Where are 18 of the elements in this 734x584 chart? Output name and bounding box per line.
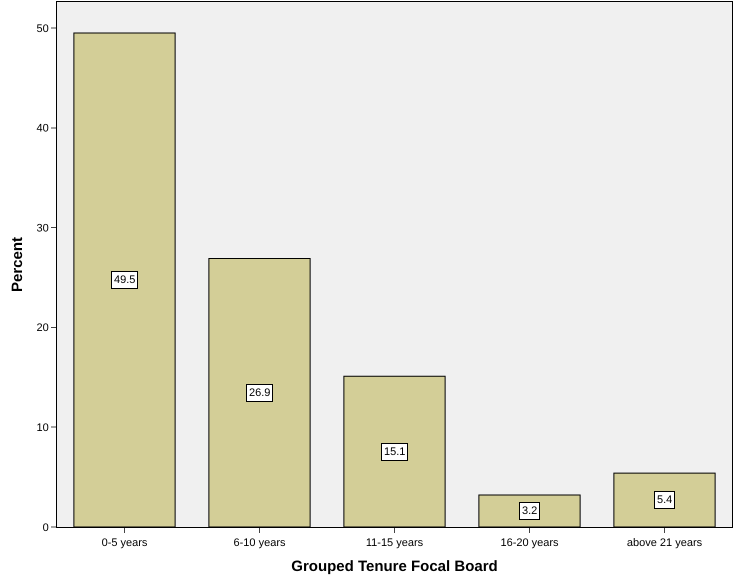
x-tick-label: 6-10 years: [234, 537, 286, 550]
y-tick-label: 30: [36, 222, 49, 234]
data-label: 26.9: [249, 387, 270, 399]
x-tick-label: 16-20 years: [500, 537, 560, 550]
y-tick-label: 40: [36, 122, 49, 135]
x-axis-title: Grouped Tenure Focal Board: [291, 558, 498, 576]
x-tick-label: 0-5 years: [102, 537, 148, 550]
data-label: 49.5: [114, 274, 136, 286]
y-axis-title: Percent: [8, 236, 26, 292]
y-tick-label: 50: [36, 22, 49, 35]
data-label: 15.1: [384, 446, 406, 458]
y-tick-label: 20: [36, 322, 49, 334]
data-label: 3.2: [522, 505, 538, 517]
x-tick-label: above 21 years: [626, 537, 703, 550]
y-tick-label: 10: [36, 422, 49, 434]
y-tick-label: 0: [42, 522, 49, 534]
x-tick-label: 11-15 years: [366, 537, 424, 550]
data-label: 5.4: [657, 494, 672, 506]
